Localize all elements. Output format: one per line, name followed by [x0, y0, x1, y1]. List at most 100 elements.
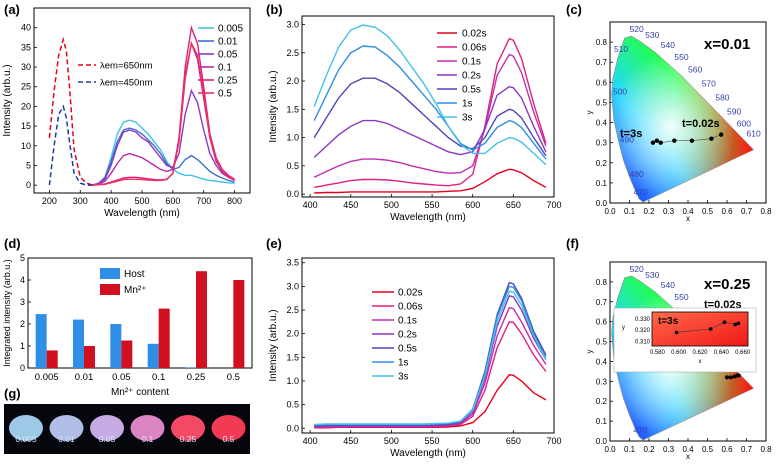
x-tick-label: 0.25 [187, 372, 206, 383]
y-tick-label: 0.6 [596, 318, 608, 327]
y-axis-label: y [585, 111, 594, 115]
inset-y-tick-label: 0.320 [635, 328, 651, 334]
legend-label: 3s [462, 113, 473, 124]
panel-label: (d) [4, 236, 21, 251]
inset-point [736, 321, 741, 326]
bar-Mn2+ [158, 308, 170, 368]
x-tick-label: 600 [465, 200, 480, 210]
wavelength-label: 550 [674, 52, 688, 62]
y-tick-label: 1.5 [286, 104, 299, 114]
bar-Mn2+ [233, 280, 245, 368]
y-tick-label: 0 [26, 180, 31, 190]
cie-point [689, 138, 695, 143]
panel-label: (f) [566, 236, 579, 251]
glowing-sample [49, 415, 84, 441]
x-tick-label: 0.01 [75, 372, 94, 383]
cie-point [650, 140, 656, 145]
plot-frame [301, 257, 555, 434]
y-tick-label: 0.3 [596, 139, 608, 148]
y-tick-label: 1.0 [286, 376, 299, 386]
x-tick-label: 0.4 [682, 445, 694, 454]
x-tick-label: 0.5 [702, 445, 714, 454]
wavelength-label: 610 [747, 129, 761, 139]
panel-title: x=0.01 [704, 36, 750, 53]
legend-label: 0.2s [398, 330, 417, 341]
inset-x-label: x [699, 359, 702, 365]
plot-frame [301, 15, 555, 198]
decay-line-1s [313, 45, 547, 160]
x-tick-label: 0.3 [663, 207, 675, 216]
y-tick-label: 30 [21, 62, 31, 72]
y-tick-label: 0.5 [596, 98, 608, 107]
x-tick-label: 650 [506, 200, 521, 210]
excitation-line [48, 104, 93, 186]
decay-line-3s [313, 24, 547, 166]
cie-point [709, 136, 714, 141]
bar-Host [147, 343, 159, 368]
y-tick-label: 40 [21, 23, 31, 33]
inset-y-label: y [622, 325, 625, 331]
inset-y-tick-label: 0.310 [635, 339, 651, 345]
cie-gamut-white [611, 36, 754, 202]
panel-title: x=0.25 [704, 276, 750, 293]
x-tick-label: 0.6 [721, 445, 733, 454]
x-tick-label: 450 [343, 436, 358, 446]
y-tick-label: 0.3 [596, 377, 608, 386]
y-tick-label: 2 [20, 319, 25, 329]
legend-label: 0.25 [218, 76, 238, 87]
y-tick-label: 2.5 [286, 48, 299, 58]
panel-label: (e) [266, 236, 282, 251]
bar-Host [110, 324, 122, 368]
x-tick-label: 0.6 [721, 207, 733, 216]
bar-Mn2+ [46, 350, 58, 368]
x-tick-label: 500 [134, 196, 149, 206]
y-axis-label: Intensity (arb.u.) [268, 70, 279, 142]
x-tick-label: 0.7 [741, 445, 753, 454]
x-tick-label: 0.005 [35, 372, 59, 383]
y-tick-label: 0.0 [286, 423, 299, 433]
legend-label: 3s [398, 372, 409, 383]
x-tick-label: 700 [546, 200, 561, 210]
y-tick-label: 3.0 [286, 19, 299, 29]
y-tick-label: 3.5 [286, 258, 299, 268]
legend-label: Mn²⁺ [124, 285, 147, 296]
panel-g: (g) 0.005 0.01 0.05 0.1 0.25 0.5 [4, 386, 250, 454]
inset-point [708, 327, 713, 331]
x-axis-label: Wavelength (nm) [390, 212, 466, 223]
emission-line-0.005 [92, 119, 235, 186]
inset-x-tick-label: 0.580 [650, 350, 666, 356]
emission-line-0.5 [92, 41, 235, 186]
panel-label: (b) [266, 2, 283, 17]
wavelength-label: 550 [674, 292, 688, 302]
panel-b: (b) 400 450 500 550 600 650 700 0.0 0.5 1.0 1.5 2.0 2… [266, 2, 562, 223]
y-tick-label: 20 [21, 101, 31, 111]
panel-d: (d) 0 1 2 3 4 5 0.005 0.01 0.05 0.1 0.25 0.5 Mn²⁺ con… [2, 236, 253, 398]
excitation-line [48, 36, 93, 186]
decay-line-1s [314, 285, 547, 426]
y-tick-label: 0.5 [286, 161, 299, 171]
legend-swatch [100, 268, 120, 279]
y-tick-label: 0 [20, 363, 25, 373]
x-tick-label: 0.8 [760, 445, 772, 454]
x-tick-label: 0.1 [624, 445, 636, 454]
glowing-sample [90, 415, 124, 441]
glowing-sample [9, 415, 43, 441]
x-tick-label: 500 [384, 200, 399, 210]
legend-label: 0.1 [218, 63, 232, 74]
legend-label: 0.5s [398, 344, 417, 355]
y-tick-label: 2.0 [286, 329, 299, 339]
inset-x-tick-label: 0.620 [692, 350, 708, 356]
panel-c: (c) 0.0 0.1 0.2 0.3 0.4 0.5 0.6 0.7 0.8 0.0 0.1 0.2 0… [566, 2, 772, 223]
x-tick-label: 700 [546, 436, 561, 446]
x-tick-label: 550 [425, 200, 440, 210]
plot-frame [27, 257, 253, 369]
legend-label: 0.1s [398, 316, 417, 327]
x-axis-label: x [686, 214, 690, 223]
bar-Mn2+ [121, 340, 133, 368]
glowing-sample [211, 415, 246, 441]
x-tick-label: 650 [506, 436, 521, 446]
legend-swatch [100, 284, 120, 295]
inset-frame [651, 311, 749, 347]
sample-label: 0.01 [58, 434, 75, 444]
